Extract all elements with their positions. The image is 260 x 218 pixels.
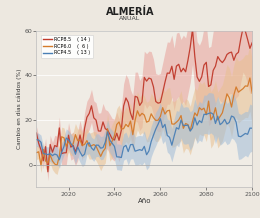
Y-axis label: Cambio en días cálidos (%): Cambio en días cálidos (%) <box>16 69 22 149</box>
Legend: RCP8.5    ( 14 ), RCP6.0    (  6 ), RCP4.5    ( 13 ): RCP8.5 ( 14 ), RCP6.0 ( 6 ), RCP4.5 ( 13… <box>41 34 93 58</box>
Text: ANUAL: ANUAL <box>119 16 141 21</box>
Text: ALMERÍA: ALMERÍA <box>106 7 154 17</box>
X-axis label: Año: Año <box>138 198 151 204</box>
